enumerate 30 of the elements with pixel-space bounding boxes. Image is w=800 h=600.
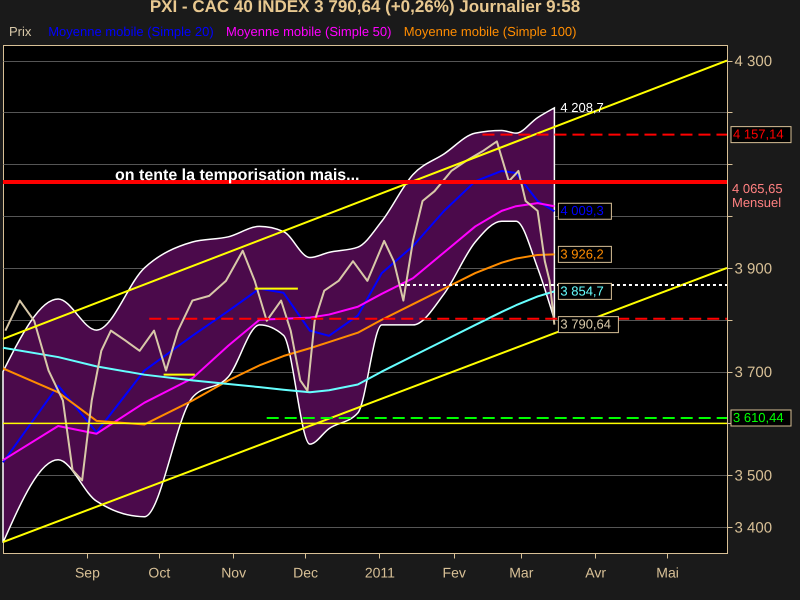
data-label: 3 790,64 [560,316,611,332]
text: Moyenne mobile (Simple 50) [226,24,392,39]
x-tick-label: 2011 [364,564,396,580]
y-tick-label: 3 400 [734,520,772,537]
y-tick-label: 4 300 [734,53,772,70]
ref-line-label: 4 065,65 Mensuel [732,181,783,210]
data-label: 4 157,14 [733,126,784,142]
x-tick-label: Dec [293,564,318,580]
y-tick-label: 3 500 [734,468,772,485]
x-tick-label: Avr [585,564,606,580]
chart-title: PXI - CAC 40 INDEX 3 790,64 (+0,26%) Journalier 9:58 [150,0,580,16]
annotation: 4 208,7 [560,100,604,115]
line-series [2,253,556,426]
y-tick-label: 3 900 [734,260,772,278]
data-label: 4 009,3 [560,203,604,218]
data-label: 3 854,7 [560,283,604,298]
text: Moyenne mobile (Simple 20) [48,24,214,39]
y-tick-label: 3 700 [734,364,772,382]
text: Prix [9,24,32,39]
x-tick-label: Mai [656,564,679,580]
x-tick-label: Nov [221,564,246,580]
text: Moyenne mobile (Simple 100) [404,24,577,39]
data-label: 3 610,44 [733,410,784,425]
x-tick-label: Oct [148,564,170,580]
x-tick-label: Fev [442,564,466,580]
x-tick-label: Mar [509,564,534,580]
line-series [2,290,556,394]
data-label: 3 926,2 [560,246,604,262]
annotation: on tente la temporisation mais... [115,167,360,184]
x-tick-label: Sep [74,564,100,580]
